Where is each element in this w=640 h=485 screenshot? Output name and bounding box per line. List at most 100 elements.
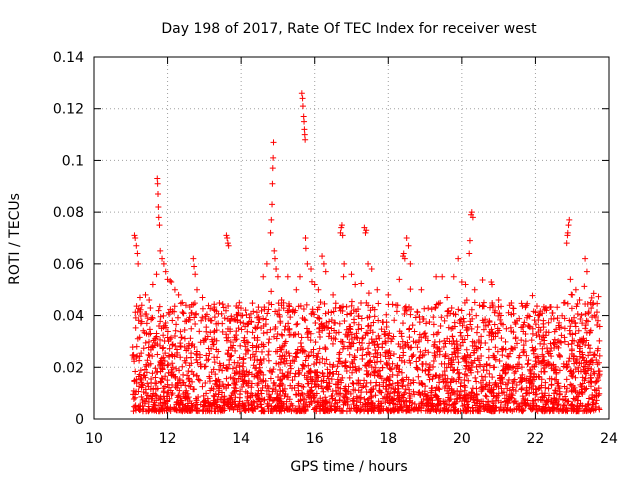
data-point — [270, 380, 277, 387]
data-point — [411, 328, 418, 335]
data-point — [375, 317, 382, 324]
data-point — [482, 392, 489, 399]
data-point — [389, 380, 396, 387]
data-point — [317, 299, 324, 306]
data-point — [368, 408, 375, 415]
data-point — [245, 347, 252, 354]
data-point — [270, 396, 277, 403]
data-point — [161, 337, 168, 344]
data-point — [366, 359, 373, 366]
data-point — [535, 373, 542, 380]
data-point — [520, 328, 527, 335]
data-point — [497, 316, 504, 323]
data-point — [388, 338, 395, 345]
data-point — [473, 312, 480, 319]
data-point — [585, 352, 592, 359]
data-point — [181, 393, 188, 400]
data-point — [242, 343, 249, 350]
data-point — [138, 302, 145, 309]
data-point — [350, 340, 357, 347]
data-point — [320, 322, 327, 329]
data-point — [399, 338, 406, 345]
data-point — [301, 408, 308, 415]
data-point — [236, 362, 243, 369]
data-point — [489, 300, 496, 307]
data-point — [416, 331, 423, 338]
data-point — [384, 375, 391, 382]
data-point — [219, 381, 226, 388]
data-point — [439, 273, 446, 280]
data-point — [278, 331, 285, 338]
data-point — [280, 373, 287, 380]
data-point — [234, 311, 241, 318]
data-point — [552, 387, 559, 394]
data-point — [243, 311, 250, 318]
data-point — [329, 388, 336, 395]
data-point — [307, 337, 314, 344]
data-point — [177, 300, 184, 307]
data-point — [565, 222, 572, 229]
data-point — [437, 323, 444, 330]
data-point — [383, 385, 390, 392]
data-point — [490, 333, 497, 340]
data-point — [491, 352, 498, 359]
data-point — [391, 317, 398, 324]
data-point — [425, 372, 432, 379]
data-point — [443, 379, 450, 386]
data-point — [379, 319, 386, 326]
data-point — [152, 365, 159, 372]
data-point — [324, 366, 331, 373]
data-point — [326, 408, 333, 415]
data-point — [146, 297, 153, 304]
data-point — [474, 368, 481, 375]
data-point — [596, 352, 603, 359]
data-point — [594, 361, 601, 368]
data-point — [197, 339, 204, 346]
data-point — [433, 330, 440, 337]
data-point — [226, 361, 233, 368]
data-point — [554, 315, 561, 322]
data-point — [134, 250, 141, 257]
data-point — [266, 367, 273, 374]
data-point — [355, 326, 362, 333]
data-point — [366, 358, 373, 365]
data-point — [401, 255, 408, 262]
data-point — [493, 404, 500, 411]
data-point — [164, 276, 171, 283]
data-point — [311, 404, 318, 411]
data-point — [136, 334, 143, 341]
data-point — [491, 364, 498, 371]
data-point — [452, 311, 459, 318]
data-point — [147, 330, 154, 337]
data-point — [441, 407, 448, 414]
data-point — [325, 383, 332, 390]
data-point — [357, 399, 364, 406]
data-point — [242, 307, 249, 314]
data-point — [540, 368, 547, 375]
data-point — [545, 319, 552, 326]
data-point — [310, 406, 317, 413]
data-point — [442, 350, 449, 357]
data-point — [192, 320, 199, 327]
data-point — [253, 348, 260, 355]
data-point — [169, 364, 176, 371]
data-point — [238, 326, 245, 333]
data-point — [163, 324, 170, 331]
data-point — [304, 334, 311, 341]
data-point — [545, 329, 552, 336]
data-point — [424, 399, 431, 406]
data-point — [563, 389, 570, 396]
data-point — [295, 390, 302, 397]
data-point — [536, 312, 543, 319]
data-point — [139, 381, 146, 388]
data-point — [321, 300, 328, 307]
data-point — [582, 255, 589, 262]
data-point — [448, 357, 455, 364]
data-point — [199, 314, 206, 321]
data-point — [410, 388, 417, 395]
data-point — [188, 360, 195, 367]
data-point — [548, 398, 555, 405]
data-point — [396, 276, 403, 283]
data-point — [299, 95, 306, 102]
data-point — [413, 358, 420, 365]
